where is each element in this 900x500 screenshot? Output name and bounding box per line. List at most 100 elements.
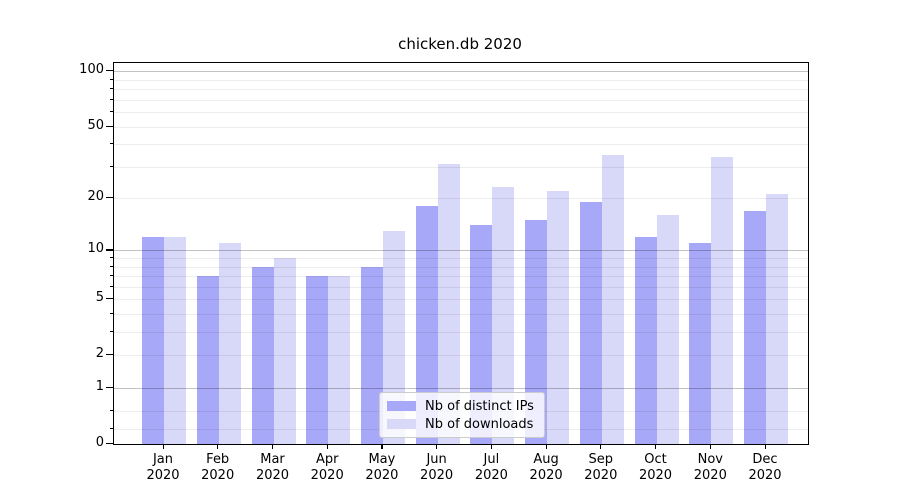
- bar-nb-of-downloads-jul: [492, 187, 515, 444]
- legend: Nb of distinct IPs Nb of downloads: [379, 392, 545, 438]
- x-tick-label-dec: Dec 2020: [748, 452, 782, 483]
- gridline-major: [114, 388, 808, 389]
- gridline-minor: [114, 79, 808, 81]
- x-tick-mark-apr: [326, 444, 328, 449]
- bar-nb-of-distinct-ips-apr: [306, 276, 329, 444]
- y-minor-tick-mark: [110, 313, 114, 315]
- legend-item-distinct-ips: Nb of distinct IPs: [387, 399, 544, 414]
- bar-nb-of-downloads-jan: [164, 236, 186, 444]
- y-minor-tick-mark: [110, 410, 114, 412]
- x-tick-mark-jan: [162, 444, 164, 449]
- gridline-minor: [114, 89, 808, 91]
- bar-nb-of-distinct-ips-jan: [142, 236, 164, 444]
- bar-nb-of-downloads-mar: [273, 258, 296, 444]
- y-minor-tick-mark: [110, 428, 114, 430]
- x-tick-label-mar: Mar 2020: [255, 452, 290, 483]
- y-minor-tick-mark: [110, 354, 114, 356]
- gridline-major: [114, 250, 808, 252]
- legend-swatch-distinct-ips: [387, 401, 416, 411]
- y-tick-mark: [106, 249, 114, 251]
- bar-nb-of-downloads-nov: [711, 156, 734, 444]
- x-tick-label-jan: Jan 2020: [146, 452, 180, 483]
- y-tick-label-20: 20: [87, 189, 104, 205]
- legend-label-distinct-ips: Nb of distinct IPs: [425, 398, 534, 414]
- bar-nb-of-distinct-ips-sep: [579, 202, 602, 444]
- bar-nb-of-distinct-ips-mar: [251, 266, 274, 444]
- y-minor-tick-mark: [110, 298, 114, 300]
- x-tick-label-may: May 2020: [365, 452, 399, 483]
- y-tick-label-5: 5: [95, 290, 104, 306]
- gridline-minor: [114, 99, 808, 101]
- x-tick-mark-may: [381, 444, 383, 449]
- bar-nb-of-downloads-sep: [601, 154, 624, 444]
- bar-nb-of-downloads-oct: [656, 215, 679, 444]
- legend-item-downloads: Nb of downloads: [387, 417, 544, 432]
- x-tick-mark-sep: [600, 444, 602, 449]
- bar-nb-of-distinct-ips-feb: [196, 276, 219, 444]
- bar-nb-of-distinct-ips-jun: [415, 206, 438, 444]
- y-tick-mark: [106, 70, 114, 72]
- y-minor-tick-mark: [110, 331, 114, 333]
- x-tick-mark-oct: [655, 444, 657, 449]
- y-minor-tick-mark: [110, 265, 114, 267]
- bar-nb-of-distinct-ips-nov: [689, 243, 712, 444]
- y-minor-tick-mark: [110, 78, 114, 80]
- legend-swatch-downloads: [387, 419, 416, 429]
- y-minor-tick-mark: [110, 197, 114, 199]
- gridline-minor: [114, 198, 808, 200]
- bar-nb-of-distinct-ips-jul: [470, 225, 493, 444]
- x-tick-mark-mar: [272, 444, 274, 449]
- y-tick-label-1: 1: [95, 379, 104, 394]
- bar-nb-of-downloads-aug: [547, 190, 570, 444]
- bar-nb-of-downloads-apr: [328, 276, 351, 444]
- bar-nb-of-downloads-may: [382, 230, 405, 444]
- x-tick-label-apr: Apr 2020: [310, 452, 344, 483]
- x-tick-mark-nov: [709, 444, 711, 449]
- gridline-minor: [114, 126, 808, 128]
- y-minor-tick-mark: [110, 143, 114, 145]
- x-tick-label-oct: Oct 2020: [638, 452, 673, 483]
- x-tick-mark-feb: [217, 444, 219, 449]
- x-tick-label-jun: Jun 2020: [420, 452, 454, 483]
- y-minor-tick-mark: [110, 125, 114, 127]
- x-tick-label-sep: Sep 2020: [584, 452, 618, 483]
- x-tick-label-nov: Nov 2020: [693, 452, 727, 483]
- gridline-minor: [114, 276, 808, 278]
- bar-nb-of-downloads-feb: [218, 243, 241, 444]
- legend-label-downloads: Nb of downloads: [425, 416, 534, 432]
- bar-nb-of-distinct-ips-may: [360, 266, 383, 444]
- gridline-minor: [114, 299, 808, 301]
- gridline-minor: [114, 258, 808, 260]
- y-minor-tick-mark: [110, 88, 114, 90]
- x-tick-mark-aug: [545, 444, 547, 449]
- x-tick-label-aug: Aug 2020: [529, 452, 563, 483]
- gridline-minor: [114, 355, 808, 357]
- y-tick-label-0: 0: [95, 435, 104, 450]
- gridline-minor: [114, 332, 808, 334]
- x-tick-mark-jun: [436, 444, 438, 449]
- bar-nb-of-distinct-ips-dec: [744, 210, 766, 444]
- plot-area: [113, 62, 809, 445]
- gridline-minor: [114, 314, 808, 315]
- gridline-minor: [114, 286, 808, 288]
- bar-nb-of-downloads-dec: [766, 194, 788, 444]
- y-minor-tick-mark: [110, 285, 114, 288]
- y-minor-tick-mark: [110, 257, 114, 259]
- y-tick-label-2: 2: [95, 346, 104, 362]
- y-minor-tick-mark: [110, 111, 114, 113]
- gridline-major: [114, 71, 808, 73]
- gridline-minor: [114, 112, 808, 114]
- y-tick-mark: [106, 387, 114, 389]
- x-tick-mark-jul: [490, 444, 493, 449]
- bar-nb-of-distinct-ips-aug: [525, 220, 548, 444]
- y-tick-mark: [106, 443, 114, 445]
- chart-title: chicken.db 2020: [398, 35, 522, 53]
- y-minor-tick-mark: [110, 98, 114, 100]
- bar-nb-of-downloads-jun: [437, 164, 460, 444]
- x-tick-label-feb: Feb 2020: [201, 452, 235, 483]
- x-tick-mark-dec: [764, 444, 766, 449]
- gridline-minor: [114, 166, 808, 168]
- y-minor-tick-mark: [110, 275, 114, 277]
- y-tick-label-100: 100: [79, 62, 104, 78]
